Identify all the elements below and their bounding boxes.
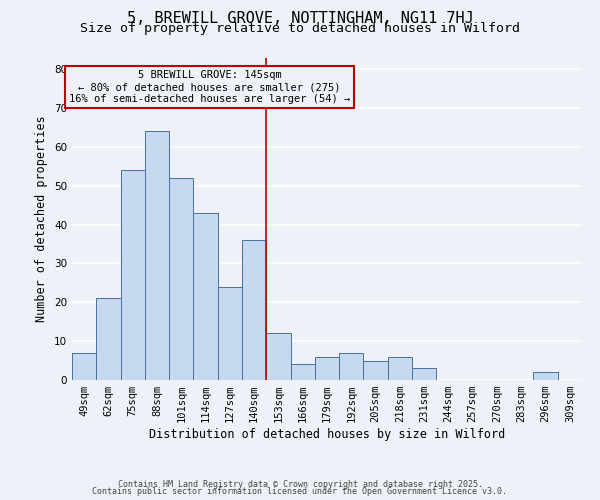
Bar: [412, 368, 436, 380]
Bar: [193, 213, 218, 380]
Bar: [533, 372, 558, 380]
X-axis label: Distribution of detached houses by size in Wilford: Distribution of detached houses by size …: [149, 428, 505, 441]
Bar: [315, 356, 339, 380]
Bar: [364, 360, 388, 380]
Text: Size of property relative to detached houses in Wilford: Size of property relative to detached ho…: [80, 22, 520, 35]
Bar: [266, 334, 290, 380]
Text: 5 BREWILL GROVE: 145sqm
← 80% of detached houses are smaller (275)
16% of semi-d: 5 BREWILL GROVE: 145sqm ← 80% of detache…: [69, 70, 350, 104]
Text: Contains public sector information licensed under the Open Government Licence v3: Contains public sector information licen…: [92, 487, 508, 496]
Bar: [242, 240, 266, 380]
Bar: [145, 132, 169, 380]
Y-axis label: Number of detached properties: Number of detached properties: [35, 116, 49, 322]
Text: Contains HM Land Registry data © Crown copyright and database right 2025.: Contains HM Land Registry data © Crown c…: [118, 480, 482, 489]
Bar: [121, 170, 145, 380]
Bar: [169, 178, 193, 380]
Bar: [96, 298, 121, 380]
Bar: [290, 364, 315, 380]
Bar: [218, 286, 242, 380]
Bar: [388, 356, 412, 380]
Text: 5, BREWILL GROVE, NOTTINGHAM, NG11 7HJ: 5, BREWILL GROVE, NOTTINGHAM, NG11 7HJ: [127, 11, 473, 26]
Bar: [72, 353, 96, 380]
Bar: [339, 353, 364, 380]
